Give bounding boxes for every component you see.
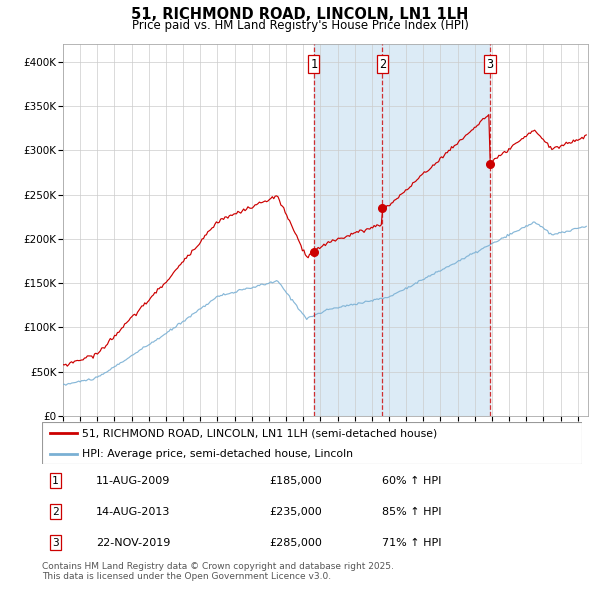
- Text: 1: 1: [52, 476, 59, 486]
- Text: HPI: Average price, semi-detached house, Lincoln: HPI: Average price, semi-detached house,…: [83, 449, 353, 458]
- Text: 2: 2: [52, 507, 59, 517]
- Text: 60% ↑ HPI: 60% ↑ HPI: [382, 476, 442, 486]
- Text: 14-AUG-2013: 14-AUG-2013: [96, 507, 170, 517]
- Text: 1: 1: [310, 58, 317, 71]
- Text: 51, RICHMOND ROAD, LINCOLN, LN1 1LH (semi-detached house): 51, RICHMOND ROAD, LINCOLN, LN1 1LH (sem…: [83, 428, 438, 438]
- Text: £285,000: £285,000: [269, 538, 322, 548]
- Text: 71% ↑ HPI: 71% ↑ HPI: [382, 538, 442, 548]
- Text: This data is licensed under the Open Government Licence v3.0.: This data is licensed under the Open Gov…: [42, 572, 331, 581]
- Text: 2: 2: [379, 58, 386, 71]
- Text: £235,000: £235,000: [269, 507, 322, 517]
- Text: 3: 3: [487, 58, 494, 71]
- Text: 3: 3: [52, 538, 59, 548]
- Text: £185,000: £185,000: [269, 476, 322, 486]
- Text: 11-AUG-2009: 11-AUG-2009: [96, 476, 170, 486]
- Bar: [314, 44, 490, 416]
- Text: 22-NOV-2019: 22-NOV-2019: [96, 538, 170, 548]
- FancyBboxPatch shape: [42, 422, 582, 464]
- Text: 51, RICHMOND ROAD, LINCOLN, LN1 1LH: 51, RICHMOND ROAD, LINCOLN, LN1 1LH: [131, 8, 469, 22]
- Text: 85% ↑ HPI: 85% ↑ HPI: [382, 507, 442, 517]
- Text: Contains HM Land Registry data © Crown copyright and database right 2025.: Contains HM Land Registry data © Crown c…: [42, 562, 394, 571]
- Text: Price paid vs. HM Land Registry's House Price Index (HPI): Price paid vs. HM Land Registry's House …: [131, 19, 469, 32]
